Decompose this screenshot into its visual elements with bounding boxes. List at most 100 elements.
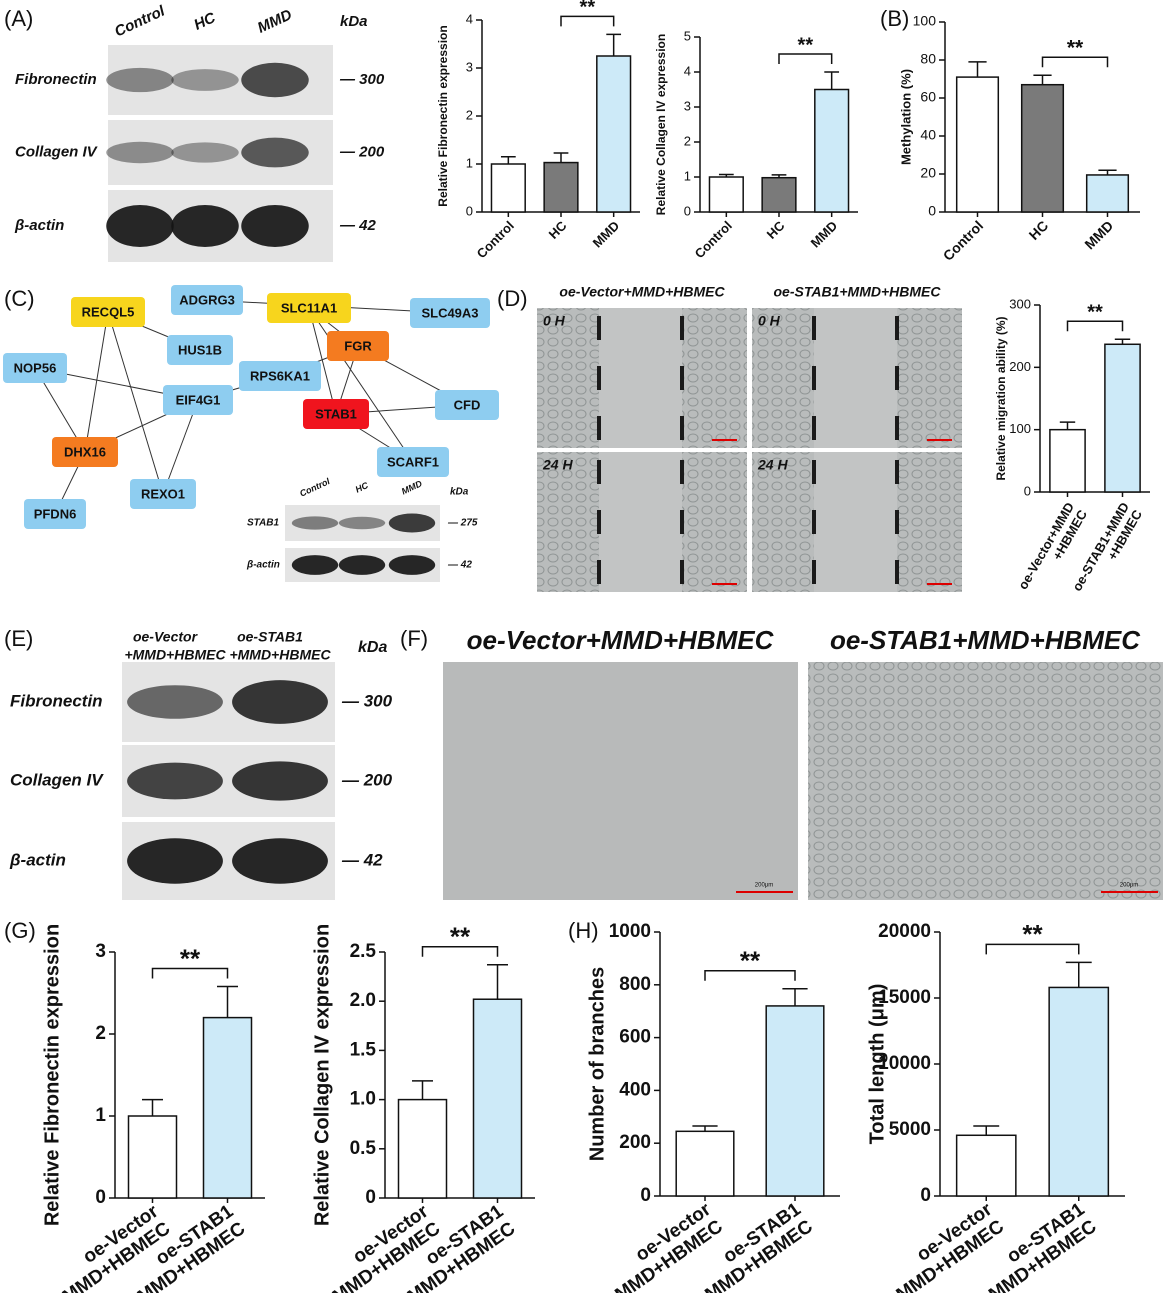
network-node (3, 353, 67, 383)
y-tick-label: 3 (95, 941, 106, 962)
significance-bracket (1041, 56, 1109, 68)
y-tick-label: 200 (1009, 359, 1031, 374)
lane-label: MMD (255, 6, 295, 37)
error-bar (968, 61, 987, 78)
group-title: oe-STAB1+MMD+HBMEC (774, 284, 942, 300)
protein-label: STAB1 (247, 518, 279, 529)
significance-bracket (560, 15, 615, 27)
y-tick-label: 300 (1009, 296, 1031, 311)
y-axis-label: Number of branches (586, 967, 608, 1161)
lane-label: +MMD+HBMEC (229, 647, 331, 663)
x-tick-label: Control (474, 218, 517, 261)
lane-label: +MMD+HBMEC (124, 647, 226, 663)
y-tick-label: 2 (466, 107, 473, 122)
error-bar (500, 156, 516, 164)
panel-label: (E) (4, 626, 33, 651)
network-node (130, 479, 196, 509)
node-label: PFDN6 (34, 506, 77, 521)
significance-label: ** (1067, 37, 1084, 60)
blot-band (291, 516, 339, 530)
size-label: — 42 (341, 850, 383, 869)
protein-label: Fibronectin (10, 691, 103, 710)
y-tick-label: 2 (95, 1023, 106, 1044)
blot-band (232, 838, 328, 884)
node-label: FGR (344, 338, 372, 353)
significance-label: ** (740, 946, 761, 976)
y-tick-label: 1 (684, 168, 691, 183)
x-tick-label: MMD (1081, 217, 1116, 252)
network-edge (84, 311, 109, 453)
bar (596, 55, 632, 213)
lane-label: MMD (400, 478, 424, 496)
y-tick-label: 0 (365, 1187, 376, 1208)
y-tick-label: 0 (640, 1185, 651, 1206)
protein-label: β-actin (14, 217, 64, 234)
y-tick-label: 400 (619, 1079, 651, 1100)
blot-band (127, 685, 223, 719)
bar (543, 161, 579, 213)
x-tick-group: HC (546, 218, 570, 242)
x-tick-label: MMD (590, 218, 623, 251)
y-tick-label: 1.5 (350, 1039, 377, 1060)
size-label: — 200 (339, 143, 385, 160)
bar (397, 1098, 448, 1199)
x-tick-label: MMD (808, 218, 841, 251)
network-edge (308, 307, 337, 415)
error-bar (412, 1080, 433, 1100)
y-axis-label: Relative Collagen IV expression (311, 924, 333, 1226)
node-label: RPS6KA1 (250, 368, 310, 383)
size-label: — 300 (339, 71, 385, 88)
significance-bracket (151, 967, 229, 979)
blot-band (338, 516, 386, 530)
blot-band (232, 680, 328, 724)
panel-label: (G) (4, 918, 36, 943)
y-axis-label: Methylation (%) (898, 69, 913, 165)
significance-label: ** (180, 943, 201, 973)
unit-label: kDa (358, 639, 387, 656)
protein-label: β-actin (9, 850, 66, 869)
network-node (171, 285, 243, 315)
significance-bracket (1066, 320, 1124, 332)
significance-label: ** (1087, 302, 1103, 324)
y-axis-label: Relative Fibronectin expression (436, 25, 450, 206)
significance-bracket (778, 53, 833, 64)
bar (472, 998, 523, 1199)
protein-label: Collagen IV (15, 143, 99, 160)
lane-label: oe-Vector (133, 629, 199, 645)
y-tick-label: 0 (920, 1185, 931, 1206)
x-tick-group: MMD (1081, 217, 1116, 252)
unit-label: kDa (450, 487, 469, 498)
node-label: HUS1B (178, 342, 222, 357)
protein-label: Collagen IV (10, 770, 104, 789)
significance-label: ** (1022, 919, 1043, 949)
x-tick-label: Control (692, 218, 735, 261)
error-bar (1098, 169, 1117, 175)
y-tick-label: 5000 (889, 1119, 931, 1140)
significance-bracket (704, 970, 796, 981)
y-tick-label: 4 (684, 63, 691, 78)
group-title: oe-Vector+MMD+HBMEC (467, 625, 775, 655)
panel-label: (A) (4, 6, 33, 31)
y-tick-label: 100 (913, 13, 937, 29)
significance-label: ** (450, 922, 471, 952)
node-label: CFD (454, 397, 481, 412)
y-tick-label: 20000 (878, 921, 931, 942)
blot-band (106, 67, 174, 93)
size-label: — 275 (447, 518, 478, 529)
y-tick-label: 1 (466, 155, 473, 170)
node-label: SLC49A3 (421, 305, 478, 320)
y-axis-label: Relative Collagen IV expression (654, 34, 668, 215)
network-node (239, 361, 321, 391)
x-tick-group: oe-Vector+MMD+HBMEC (884, 1199, 1009, 1293)
bar (490, 163, 526, 213)
bar (675, 1130, 735, 1197)
y-tick-label: 600 (619, 1027, 651, 1048)
y-tick-label: 0 (466, 203, 473, 218)
y-tick-label: 20 (920, 165, 936, 181)
y-tick-label: 60 (920, 89, 936, 105)
bar (761, 176, 797, 213)
blot-band (241, 205, 309, 247)
y-tick-label: 3 (684, 98, 691, 113)
micrograph (443, 662, 798, 900)
